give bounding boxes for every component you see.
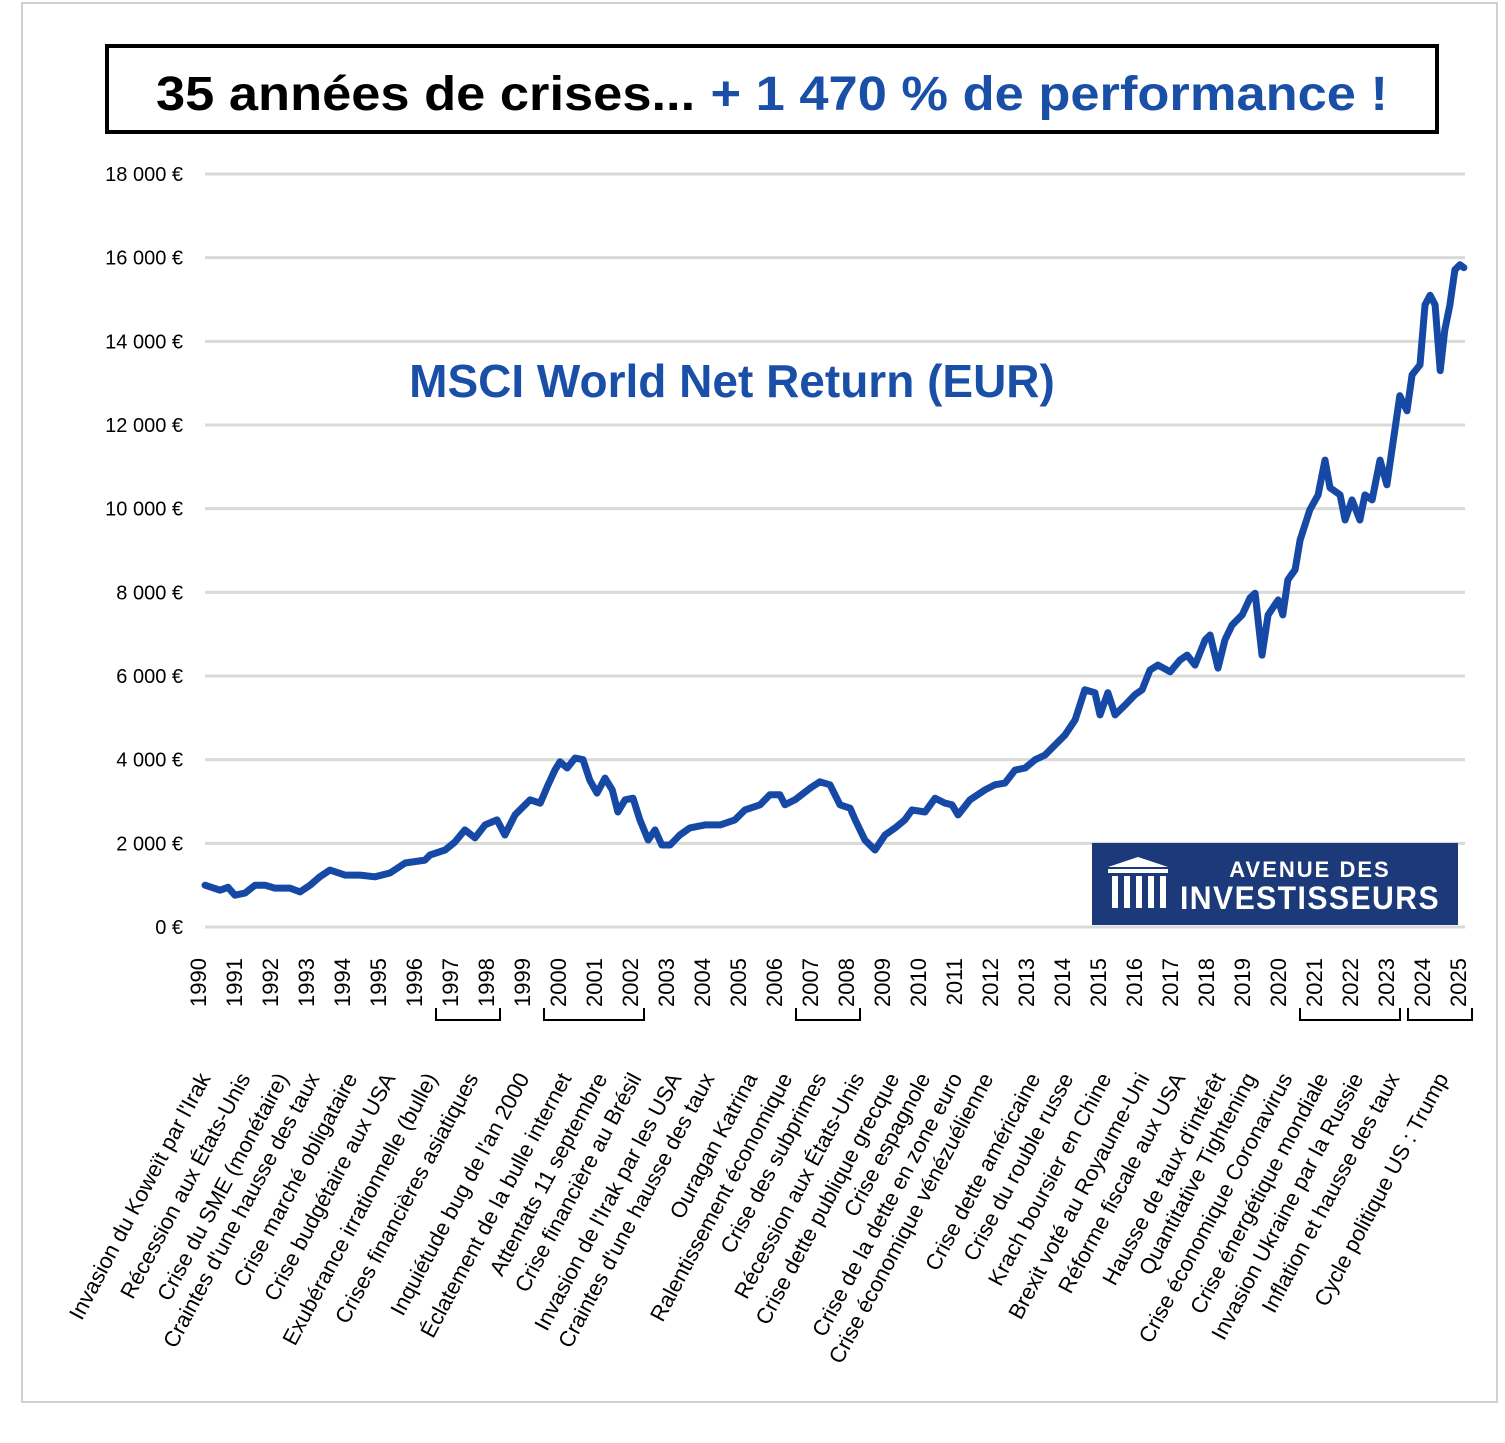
chart-title: 35 années de crises... + 1 470 % de perfo… bbox=[156, 68, 1388, 121]
x-tick-label: 2008 bbox=[834, 958, 859, 1007]
x-tick-label: 1999 bbox=[510, 958, 535, 1007]
x-tick-label: 2017 bbox=[1158, 958, 1183, 1007]
x-tick-label: 2020 bbox=[1266, 958, 1291, 1007]
y-tick-label: 14 000 € bbox=[105, 331, 183, 353]
x-tick-label: 2013 bbox=[1014, 958, 1039, 1007]
title-black-part: 35 années de crises... bbox=[156, 68, 695, 121]
x-tick-label: 1996 bbox=[402, 958, 427, 1007]
logo-line2: INVESTISSEURS bbox=[1180, 880, 1440, 916]
x-tick-label: 2009 bbox=[870, 958, 895, 1007]
x-tick-label: 2014 bbox=[1050, 958, 1075, 1007]
x-tick-label: 1993 bbox=[294, 958, 319, 1007]
x-tick-label: 2004 bbox=[690, 958, 715, 1007]
x-tick-label: 2024 bbox=[1410, 958, 1435, 1007]
y-tick-label: 4 000 € bbox=[116, 750, 183, 772]
title-box bbox=[105, 44, 1439, 134]
x-tick-label: 2007 bbox=[798, 958, 823, 1007]
y-tick-label: 10 000 € bbox=[105, 499, 183, 521]
year-bracket bbox=[435, 1008, 501, 1021]
x-tick-label: 2010 bbox=[906, 958, 931, 1007]
x-tick-label: 2011 bbox=[942, 958, 967, 1005]
x-tick-label: 2001 bbox=[582, 958, 607, 1007]
y-tick-label: 8 000 € bbox=[116, 582, 183, 604]
outer-frame bbox=[21, 2, 1498, 1403]
year-bracket bbox=[1407, 1008, 1473, 1021]
x-tick-label: 2021 bbox=[1302, 958, 1327, 1007]
x-tick-label: 1995 bbox=[366, 958, 391, 1007]
x-tick-label: 2000 bbox=[546, 958, 571, 1007]
x-tick-label: 1997 bbox=[438, 958, 463, 1007]
x-tick-label: 1998 bbox=[474, 958, 499, 1007]
x-tick-label: 1990 bbox=[186, 958, 211, 1007]
x-tick-label: 2019 bbox=[1230, 958, 1255, 1007]
x-tick-label: 2006 bbox=[762, 958, 787, 1007]
x-tick-label: 2022 bbox=[1338, 958, 1363, 1007]
year-brackets bbox=[435, 1008, 1473, 1021]
year-bracket bbox=[543, 1008, 645, 1021]
x-tick-label: 2012 bbox=[978, 958, 1003, 1007]
x-tick-label: 2003 bbox=[654, 958, 679, 1007]
y-tick-label: 2 000 € bbox=[116, 833, 183, 855]
x-tick-label: 1994 bbox=[330, 958, 355, 1007]
x-tick-label: 2018 bbox=[1194, 958, 1219, 1007]
year-bracket bbox=[795, 1008, 861, 1021]
y-tick-label: 18 000 € bbox=[105, 164, 183, 186]
title-blue-part: + 1 470 % de performance ! bbox=[710, 68, 1388, 121]
logo-line1: AVENUE DES bbox=[1229, 857, 1390, 882]
year-bracket bbox=[1299, 1008, 1401, 1021]
series-label: MSCI World Net Return (EUR) bbox=[409, 355, 1055, 407]
y-tick-label: 16 000 € bbox=[105, 248, 183, 270]
y-tick-label: 12 000 € bbox=[105, 415, 183, 437]
x-tick-label: 2015 bbox=[1086, 958, 1111, 1007]
x-tick-label: 2005 bbox=[726, 958, 751, 1007]
x-axis-years: 1990 1991 1992 1993 1994 1995 1996 1997 1998 1999… bbox=[186, 958, 1471, 1007]
x-tick-label: 1992 bbox=[258, 958, 283, 1007]
brand-logo: AVENUE DES INVESTISSEURS bbox=[1092, 843, 1458, 925]
x-tick-label: 2023 bbox=[1374, 958, 1399, 1007]
x-tick-label: 2002 bbox=[618, 958, 643, 1007]
y-axis-ticks: 0 € 2 000 € 4 000 € 6 000 € 8 000 € 10 000 € 1… bbox=[105, 164, 183, 939]
gridlines bbox=[205, 172, 1465, 929]
x-tick-label: 2016 bbox=[1122, 958, 1147, 1007]
x-tick-label: 2025 bbox=[1446, 958, 1471, 1007]
y-tick-label: 0 € bbox=[155, 917, 183, 939]
columns-building-icon bbox=[1108, 857, 1168, 908]
series-line bbox=[201, 261, 1468, 899]
y-tick-label: 6 000 € bbox=[116, 666, 183, 688]
x-tick-label: 1991 bbox=[222, 958, 247, 1007]
